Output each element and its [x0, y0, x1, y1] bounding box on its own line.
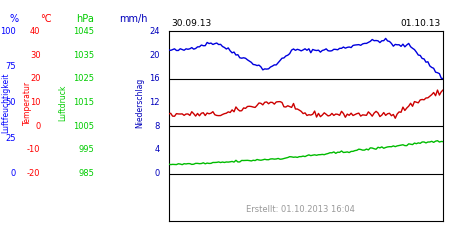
Text: 40: 40 — [30, 27, 40, 36]
Text: mm/h: mm/h — [119, 14, 148, 24]
Text: 25: 25 — [6, 134, 16, 142]
Text: 24: 24 — [149, 27, 160, 36]
Text: -20: -20 — [27, 169, 40, 178]
Text: 75: 75 — [5, 62, 16, 72]
Text: 30: 30 — [30, 50, 40, 59]
Text: 1025: 1025 — [73, 74, 94, 83]
Text: 1005: 1005 — [73, 122, 94, 131]
Text: 20: 20 — [149, 50, 160, 59]
Text: 01.10.13: 01.10.13 — [401, 19, 441, 28]
Text: 985: 985 — [79, 169, 94, 178]
Text: 20: 20 — [30, 74, 40, 83]
Text: 12: 12 — [149, 98, 160, 107]
Text: 0: 0 — [11, 169, 16, 178]
Text: 0: 0 — [154, 169, 160, 178]
Text: Erstellt: 01.10.2013 16:04: Erstellt: 01.10.2013 16:04 — [246, 205, 355, 214]
Text: 1045: 1045 — [73, 27, 94, 36]
Text: Niederschlag: Niederschlag — [135, 78, 144, 128]
Text: hPa: hPa — [76, 14, 94, 24]
Text: 0: 0 — [35, 122, 40, 131]
Text: 8: 8 — [154, 122, 160, 131]
Text: 30.09.13: 30.09.13 — [171, 19, 211, 28]
Text: Luftfeuchtigkeit: Luftfeuchtigkeit — [1, 72, 10, 133]
Text: Luftdruck: Luftdruck — [58, 84, 68, 121]
Text: 1035: 1035 — [73, 50, 94, 59]
Text: %: % — [9, 14, 18, 24]
Text: 50: 50 — [6, 98, 16, 107]
Text: 16: 16 — [149, 74, 160, 83]
Text: 995: 995 — [79, 146, 94, 154]
Text: 4: 4 — [154, 146, 160, 154]
Text: 10: 10 — [30, 98, 40, 107]
Text: 1015: 1015 — [73, 98, 94, 107]
Text: Temperatur: Temperatur — [23, 80, 32, 124]
Text: -10: -10 — [27, 146, 40, 154]
Text: °C: °C — [40, 14, 52, 24]
Text: 100: 100 — [0, 27, 16, 36]
